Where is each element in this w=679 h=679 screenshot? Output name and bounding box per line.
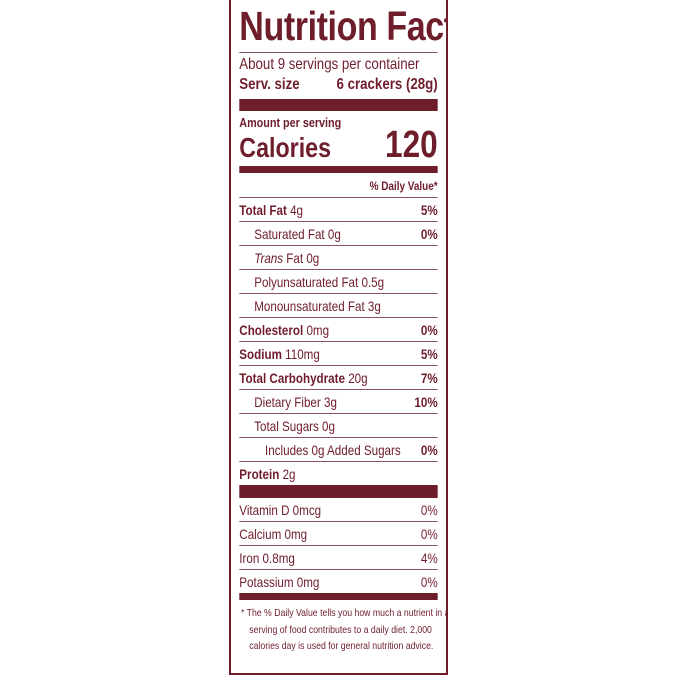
nutrient-dv: 10%: [414, 394, 438, 410]
nutrient-row-polyunsaturated-fat: Polyunsaturated Fat 0.5g: [239, 270, 438, 294]
vitamin-dv: 0%: [420, 574, 438, 590]
divider: [239, 197, 438, 198]
nutrient-row-dietary-fiber: Dietary Fiber 3g 10%: [239, 390, 438, 414]
nutrient-amount: 110mg: [285, 346, 320, 362]
vitamin-dv: 4%: [420, 550, 438, 566]
medium-divider: [239, 166, 438, 173]
nutrient-name: Sodium: [239, 346, 282, 362]
calories-label: Calories: [239, 132, 332, 163]
nutrient-name: Cholesterol: [239, 322, 304, 338]
serving-size-label: Serv. size: [239, 76, 300, 93]
servings-per-container: About 9 servings per container: [239, 56, 420, 73]
thick-divider: [239, 485, 438, 498]
serving-size-value: 6 crackers (28g): [336, 76, 438, 93]
nutrient-dv: 0%: [420, 226, 438, 242]
thick-divider: [239, 99, 438, 111]
vitamin-name: Iron 0.8mg: [239, 550, 295, 566]
nutrient-row-sodium: Sodium 110mg 5%: [239, 342, 438, 366]
vitamin-name: Calcium 0mg: [239, 526, 308, 542]
serving-size: Serv. size 6 crackers (28g): [239, 75, 437, 99]
vitamin-row-potassium: Potassium 0mg 0%: [239, 570, 437, 593]
nutrient-row-trans-fat: Trans Fat 0g: [239, 246, 438, 270]
nutrient-name: Saturated Fat 0g: [254, 226, 341, 242]
nutrient-row-total-carbohydrate: Total Carbohydrate 20g 7%: [239, 366, 438, 390]
nutrient-dv: 0%: [420, 442, 438, 458]
nutrient-name: Monounsaturated Fat 3g: [254, 298, 381, 314]
nutrient-name: Total Fat: [239, 202, 287, 218]
nutrient-name: Total Sugars 0g: [254, 418, 335, 434]
nutrient-row-protein: Protein 2g: [239, 462, 437, 485]
footnote-line: calories day is used for general nutriti…: [249, 640, 434, 652]
nutrient-name: Dietary Fiber 3g: [254, 394, 337, 410]
daily-value-header: % Daily Value*: [369, 179, 438, 193]
nutrient-amount: Fat 0g: [283, 250, 320, 266]
footnote: * The % Daily Value tells you how much a…: [239, 600, 448, 655]
nutrient-dv: 5%: [420, 202, 438, 218]
label-title: Nutrition Facts: [239, 3, 446, 49]
nutrient-row-added-sugars: Includes 0g Added Sugars 0%: [239, 438, 438, 462]
footnote-line: * The % Daily Value tells you how much a…: [240, 607, 448, 619]
nutrient-row-total-fat: Total Fat 4g 5%: [239, 198, 438, 222]
vitamin-row-calcium: Calcium 0mg 0%: [239, 522, 438, 546]
divider: [239, 52, 438, 53]
nutrient-dv: 5%: [420, 346, 438, 362]
vitamin-dv: 0%: [420, 526, 438, 542]
calories-row: Calories 120: [239, 124, 438, 166]
nutrient-amount: 20g: [348, 370, 368, 386]
nutrient-dv: 0%: [420, 322, 438, 338]
amount-per-serving: Amount per serving: [239, 115, 342, 130]
vitamin-row-vitamin-d: Vitamin D 0mcg 0%: [239, 498, 438, 522]
nutrient-amount: 2g: [282, 466, 296, 482]
nutrient-name: Protein: [239, 466, 280, 482]
nutrition-facts-label: Nutrition Facts About 9 servings per con…: [229, 0, 448, 675]
vitamin-row-iron: Iron 0.8mg 4%: [239, 546, 438, 570]
nutrient-name: Trans: [254, 250, 284, 266]
vitamin-name: Potassium 0mg: [239, 574, 320, 590]
nutrient-row-saturated-fat: Saturated Fat 0g 0%: [239, 222, 438, 246]
vitamin-name: Vitamin D 0mcg: [239, 502, 322, 518]
nutrient-amount: 4g: [290, 202, 304, 218]
medium-divider: [239, 593, 438, 600]
nutrient-amount: 0mg: [306, 322, 330, 338]
nutrient-row-monounsaturated-fat: Monounsaturated Fat 3g: [239, 294, 438, 318]
nutrient-name: Includes 0g Added Sugars: [265, 442, 401, 458]
nutrient-row-total-sugars: Total Sugars 0g: [239, 414, 438, 438]
nutrient-row-cholesterol: Cholesterol 0mg 0%: [239, 318, 438, 342]
nutrient-name: Total Carbohydrate: [239, 370, 345, 386]
calories-value: 120: [385, 124, 438, 166]
footnote-line: serving of food contributes to a daily d…: [249, 623, 432, 636]
nutrient-dv: 7%: [420, 370, 438, 386]
vitamin-dv: 0%: [420, 502, 438, 518]
nutrient-name: Polyunsaturated Fat 0.5g: [254, 274, 385, 290]
